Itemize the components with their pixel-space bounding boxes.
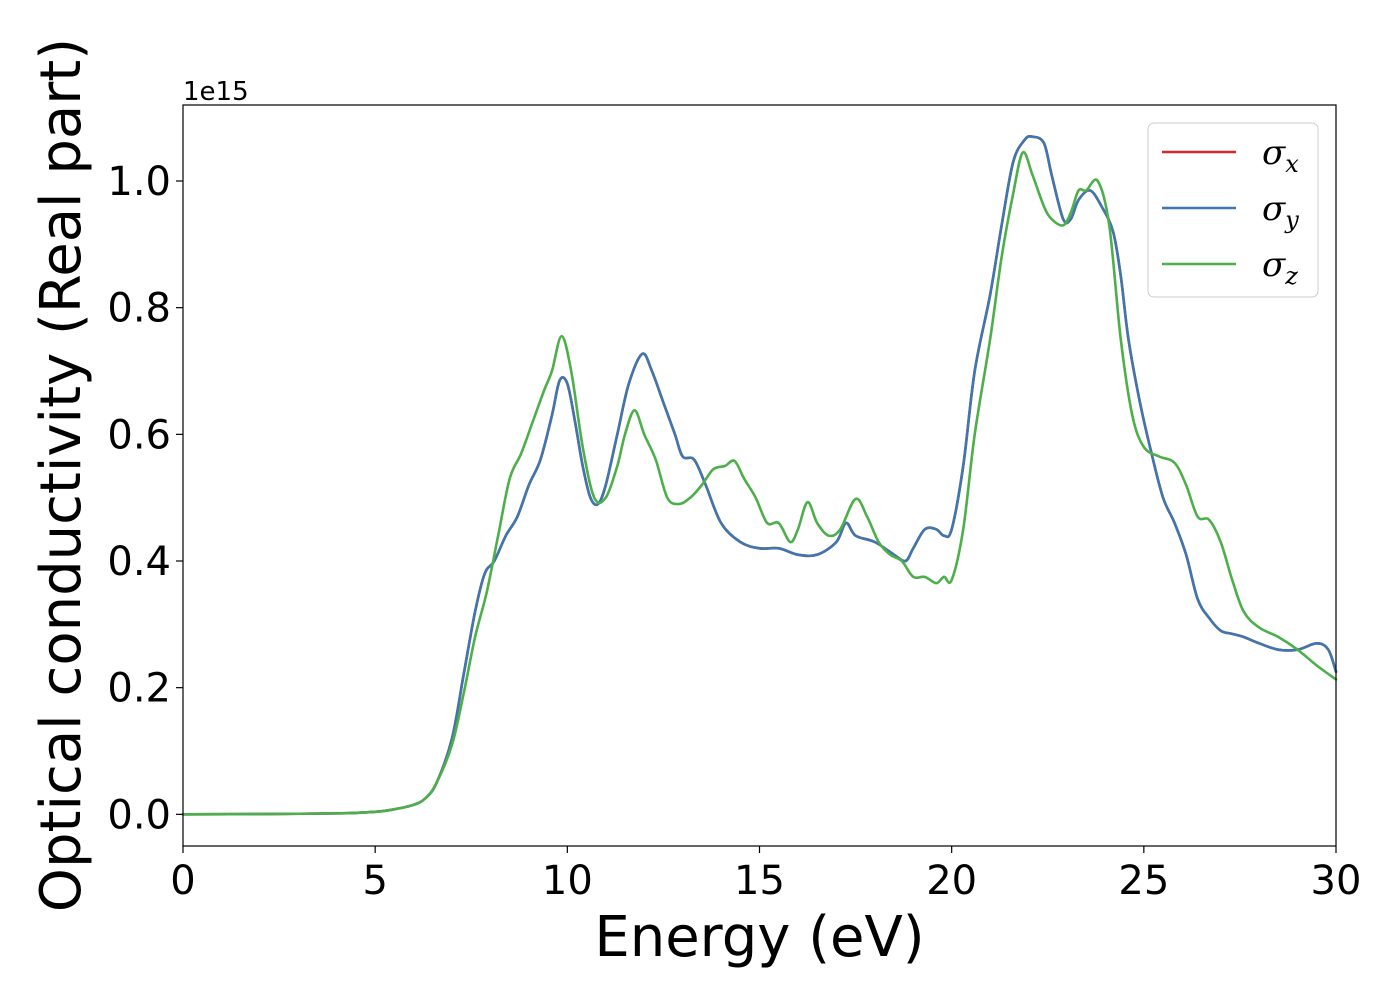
legend-label-x: σx — [1262, 133, 1299, 178]
y-offset-label: 1e15 — [183, 77, 249, 107]
y-tick-label: 0.4 — [107, 539, 171, 585]
y-tick-label: 0.8 — [107, 286, 171, 332]
y-tick-label: 1.0 — [107, 159, 171, 205]
legend-label-y: σy — [1262, 189, 1299, 234]
x-tick-label: 10 — [542, 858, 593, 904]
y-tick-label: 0.0 — [107, 792, 171, 838]
ticks-layer: 0 5 10 15 20 25 30 0.0 0.2 0.4 0.6 0.8 1.0 — [107, 159, 1361, 904]
x-tick-label: 15 — [734, 858, 785, 904]
x-tick-label: 25 — [1118, 858, 1169, 904]
legend-label-z: σz — [1262, 245, 1298, 290]
x-tick-label: 5 — [362, 858, 387, 904]
legend: σx σy σz — [1147, 122, 1319, 298]
plot-background — [183, 105, 1336, 846]
y-axis-title: Optical conductivity (Real part) — [29, 38, 94, 912]
y-tick-label: 0.2 — [107, 666, 171, 712]
plot-frame — [182, 104, 1337, 847]
y-tick-label: 0.6 — [107, 412, 171, 458]
x-tick-label: 30 — [1311, 858, 1362, 904]
x-tick-label: 0 — [170, 858, 195, 904]
series-line-z — [181, 150, 1338, 816]
x-axis-title: Energy (eV) — [594, 905, 924, 970]
legend-frame — [1147, 122, 1319, 298]
series-layer — [181, 135, 1338, 816]
x-tick-label: 20 — [926, 858, 977, 904]
